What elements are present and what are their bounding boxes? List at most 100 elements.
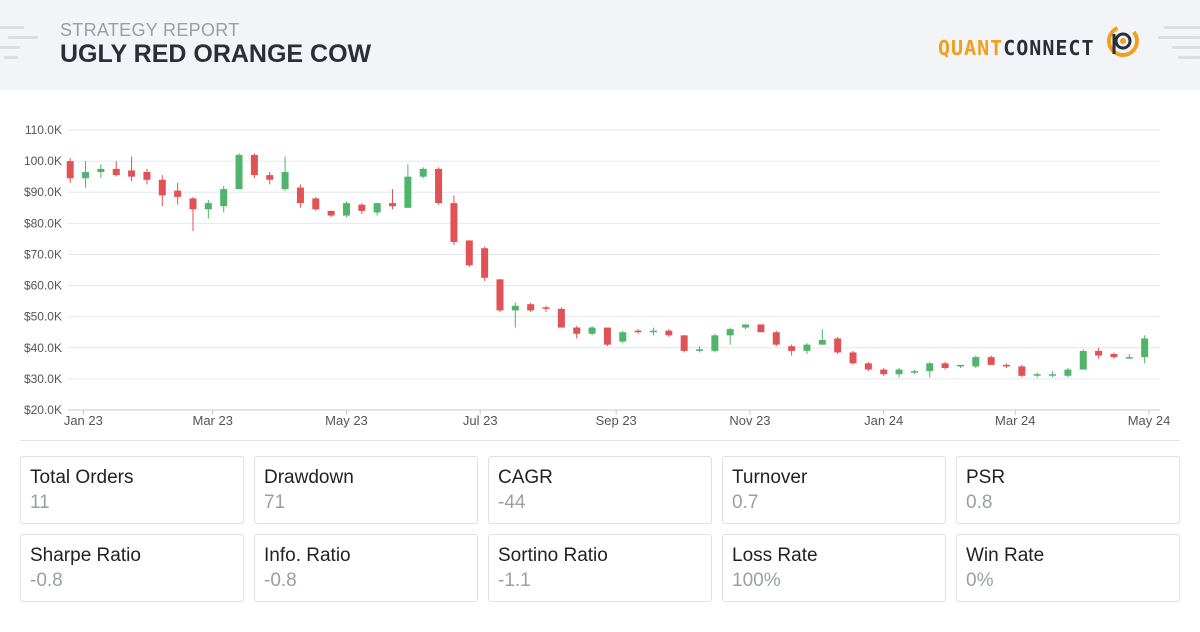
y-tick-label: 110.0K <box>25 123 62 137</box>
candle-body <box>926 363 934 372</box>
candle-body <box>987 357 995 365</box>
candle-body <box>97 168 105 172</box>
candle-body <box>542 307 550 309</box>
section-divider <box>20 440 1180 441</box>
stat-value: 71 <box>264 492 286 513</box>
candle-body <box>680 335 688 351</box>
candle-body <box>788 346 796 351</box>
candle-body <box>342 203 350 216</box>
candle-body <box>66 161 74 179</box>
stat-value: 0% <box>966 570 994 591</box>
candle-body <box>143 172 151 180</box>
stat-card: Total Orders 11 <box>20 456 244 524</box>
candle-body <box>880 369 888 375</box>
stat-card: Sharpe Ratio -0.8 <box>20 534 244 602</box>
candle-body <box>481 248 489 278</box>
stat-label: CAGR <box>498 467 553 488</box>
candle-body <box>849 352 857 364</box>
candle-body <box>174 190 182 197</box>
candle-body <box>1095 350 1103 356</box>
candle-body <box>527 304 535 311</box>
candle-body <box>419 168 427 177</box>
report-title: UGLY RED ORANGE COW <box>60 40 372 68</box>
candle-body <box>189 198 197 210</box>
candle-body <box>296 187 304 204</box>
candle-body <box>82 172 90 179</box>
y-tick-label: $90.0K <box>24 185 62 199</box>
candle-body <box>1018 366 1026 376</box>
candle-body <box>742 324 750 328</box>
y-tick-label: $70.0K <box>24 247 62 261</box>
candle-body <box>511 305 519 311</box>
stat-label: Sharpe Ratio <box>30 545 141 566</box>
stat-value: -1.1 <box>498 570 531 591</box>
stat-label: Turnover <box>732 467 808 488</box>
candle-body <box>204 203 212 210</box>
candle-body <box>573 327 581 334</box>
stat-value: -0.8 <box>30 570 63 591</box>
candle-body <box>281 172 289 190</box>
report-subtitle: STRATEGY REPORT <box>60 20 240 40</box>
y-tick-label: $80.0K <box>24 216 62 230</box>
candle-body <box>834 338 842 353</box>
candle-body <box>235 154 243 190</box>
candle-body <box>266 175 274 180</box>
x-tick-label: Nov 23 <box>729 413 770 428</box>
candle-body <box>1064 369 1072 376</box>
candle-body <box>910 371 918 373</box>
candle-body <box>465 240 473 266</box>
stat-card: Loss Rate 100% <box>722 534 946 602</box>
stat-card: Info. Ratio -0.8 <box>254 534 478 602</box>
candle-body <box>557 308 565 328</box>
candle-body <box>757 324 765 333</box>
stat-value: 0.7 <box>732 492 759 513</box>
candle-body <box>619 332 627 342</box>
candle-body <box>1049 374 1057 376</box>
candle-body <box>726 329 734 336</box>
stat-value: 0.8 <box>966 492 993 513</box>
candle-body <box>220 189 228 207</box>
stat-value: -0.8 <box>264 570 297 591</box>
candle-body <box>772 332 780 345</box>
candle-body <box>649 330 657 333</box>
stat-label: Loss Rate <box>732 545 818 566</box>
candle-body <box>250 154 258 176</box>
candle-body <box>803 344 811 351</box>
stat-label: Total Orders <box>30 467 134 488</box>
stat-card: Turnover 0.7 <box>722 456 946 524</box>
stat-label: PSR <box>966 467 1006 488</box>
candle-body <box>358 204 366 211</box>
stat-card: CAGR -44 <box>488 456 712 524</box>
y-tick-label: $50.0K <box>24 310 62 324</box>
candle-body <box>634 330 642 333</box>
candle-body <box>128 170 136 177</box>
stat-value: 100% <box>732 570 781 591</box>
candle-body <box>327 210 335 216</box>
stat-label: Info. Ratio <box>264 545 351 566</box>
candle-body <box>818 340 826 345</box>
stat-label: Sortino Ratio <box>498 545 608 566</box>
y-tick-label: 100.0K <box>24 154 62 168</box>
candle-body <box>435 168 443 204</box>
x-tick-label: Jan 24 <box>864 413 903 428</box>
candle-body <box>450 203 458 242</box>
candle-body <box>864 363 872 370</box>
candle-body <box>496 279 504 311</box>
candle-body <box>1033 374 1041 376</box>
x-tick-label: Jul 23 <box>463 413 498 428</box>
stat-card: Drawdown 71 <box>254 456 478 524</box>
stat-label: Drawdown <box>264 467 354 488</box>
candle-body <box>588 327 596 334</box>
candle-body <box>956 364 964 367</box>
x-tick-label: May 23 <box>325 413 368 428</box>
x-tick-label: Sep 23 <box>596 413 637 428</box>
candle-body <box>941 363 949 368</box>
candle-body <box>603 327 611 345</box>
logo-wordmark: QUANTCONNECT <box>938 36 1095 60</box>
candle-body <box>373 203 381 213</box>
equity-candlestick-chart: 110.0K 100.0K $90.0K $80.0K $70.0K $60.0K $50.… <box>24 123 1170 428</box>
candle-body <box>711 335 719 351</box>
stat-card: Sortino Ratio -1.1 <box>488 534 712 602</box>
stat-card: PSR 0.8 <box>956 456 1180 524</box>
y-tick-label: $40.0K <box>24 341 62 355</box>
